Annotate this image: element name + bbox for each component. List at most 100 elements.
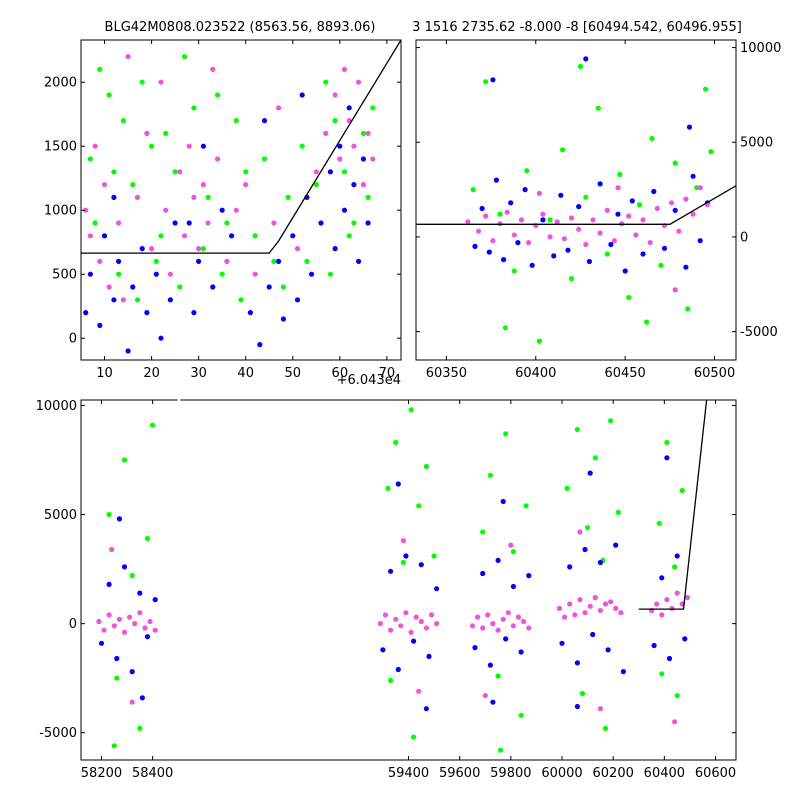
top-left-chart-series-pink-point-12	[167, 271, 173, 277]
top-right-chart-series-green-point-7	[560, 147, 566, 153]
bottom-chart-series-pink-point-27	[416, 688, 422, 694]
top-right-chart-series-pink-point-8	[526, 240, 532, 246]
bottom-chart-series-blue-point-40	[574, 703, 581, 710]
top-right-chart-series-green-point-8	[568, 276, 575, 282]
top-left-chart-ytick-label-4: 2000	[44, 76, 77, 91]
top-left-chart-series-blue-point-7	[130, 284, 136, 290]
top-right-chart-series-green-point-12	[617, 171, 623, 177]
bottom-chart-series-pink-point-62	[674, 590, 680, 596]
top-left-chart-series-blue-point-15	[196, 258, 202, 264]
bottom-chart-series-blue-point-24	[503, 636, 509, 642]
top-left-chart-series-green-point-34	[177, 284, 183, 290]
top-right-chart-series-blue-point-30	[686, 124, 693, 130]
bottom-chart-series-pink-point-5	[121, 629, 128, 636]
top-left-chart-series-pink-point-10	[149, 246, 155, 252]
top-left-chart-series-pink-point-1	[87, 233, 93, 239]
bottom-chart-series-green-point-18	[487, 472, 493, 478]
bottom-chart-series-blue-point-9	[139, 695, 145, 701]
bottom-chart-series-blue-point-45	[682, 636, 688, 642]
bottom-chart-series-blue-point-18	[395, 481, 401, 487]
bottom-chart-series-blue-point-39	[587, 470, 593, 476]
top-right-chart-series-pink-point-24	[640, 217, 646, 223]
top-right-chart-series-green-point-20	[703, 86, 709, 92]
top-right-chart-series-green-point-14	[636, 202, 643, 208]
bottom-chart-series-blue-point-42	[659, 575, 665, 581]
top-right-chart-series-pink-point-29	[676, 228, 682, 234]
top-right-chart-ytick-label-2: 5000	[740, 136, 773, 151]
top-right-chart-series-pink-point-19	[604, 207, 610, 213]
top-right-chart-ytick-label-1: 0	[740, 230, 748, 245]
bottom-chart-series-pink-point-47	[582, 610, 588, 616]
top-left-chart-series-green-point-5	[120, 118, 126, 124]
top-left-chart-series-blue-point-23	[280, 316, 286, 322]
top-right-chart-series-pink-point-0	[465, 219, 471, 225]
bottom-chart-series-pink-point-42	[556, 605, 563, 612]
top-right-chart-series-pink-point-12	[554, 219, 560, 225]
bottom-chart-series-pink-point-54	[618, 610, 624, 616]
top-left-chart-series-pink-point-36	[365, 130, 371, 136]
top-left-chart-series-blue-point-27	[309, 271, 315, 277]
top-left-chart-series-pink-point-24	[252, 271, 258, 277]
top-right-chart-series-pink-point-25	[647, 240, 653, 246]
bottom-chart-series-blue-point-14	[411, 638, 417, 644]
bottom-chart-series-green-point-1	[114, 675, 120, 681]
top-right-chart-series-pink-point-26	[654, 205, 660, 212]
top-left-chart-plot-area	[81, 40, 401, 354]
bottom-chart-series-green-point-10	[400, 559, 406, 566]
top-left-chart-series-blue-point-36	[360, 156, 366, 162]
top-left-chart-ytick-label-2: 1000	[44, 204, 77, 219]
top-right-chart-series-green-point-0	[470, 187, 476, 193]
bottom-chart-series-blue-point-11	[388, 568, 394, 574]
top-left-chart-series-blue-point-35	[356, 258, 362, 264]
bottom-chart-series-blue-point-46	[664, 455, 670, 461]
top-left-chart-series-pink-point-17	[196, 246, 202, 252]
bottom-chart-series-green-point-11	[408, 407, 414, 413]
bottom-chart-xtick-label-4: 59800	[490, 766, 531, 781]
bottom-chart-series-blue-point-29	[490, 699, 496, 705]
top-left-chart-series-pink-point-8	[134, 194, 141, 200]
top-left-chart-series-green-point-15	[214, 92, 221, 98]
top-right-chart-frame	[415, 39, 737, 361]
top-left-chart-series-pink-point-41	[276, 105, 282, 111]
bottom-chart-series-green-point-31	[615, 509, 621, 515]
bottom-chart-series-pink-point-13	[129, 699, 135, 705]
bottom-chart-series-pink-point-56	[597, 706, 604, 712]
bottom-chart-series-green-point-24	[498, 747, 504, 753]
top-right-chart-series-pink-point-5	[504, 209, 510, 215]
bottom-chart-series-green-point-30	[608, 418, 614, 424]
bottom-chart-series-green-point-13	[423, 463, 429, 470]
top-left-chart-series-green-point-3	[106, 92, 112, 98]
bottom-chart-ytick-label-3: 10000	[36, 399, 77, 414]
top-right-chart-series-blue-point-1	[479, 205, 485, 212]
bottom-chart-series-green-point-3	[129, 573, 135, 579]
bottom-chart-series-pink-point-16	[388, 627, 394, 633]
top-left-chart-series-blue-point-17	[219, 207, 225, 213]
top-left-chart-frame	[80, 39, 402, 361]
top-left-chart-series-blue-point-0	[83, 310, 89, 316]
bottom-chart-series-pink-point-46	[577, 597, 583, 603]
bottom-chart-series-blue-point-8	[116, 516, 122, 522]
bottom-chart-series-green-point-19	[495, 673, 501, 679]
top-right-chart-series-blue-point-16	[608, 241, 614, 248]
bottom-chart-series-pink-point-4	[116, 616, 122, 622]
top-left-chart-series-pink-point-2	[92, 143, 98, 149]
top-left-chart-series-green-point-33	[153, 258, 159, 264]
bottom-chart-series-blue-point-21	[480, 570, 486, 577]
top-left-chart-title: BLG42M0808.023522 (8563.56, 8893.06)	[105, 20, 376, 35]
bottom-chart-ytick-label-2: 5000	[44, 508, 77, 523]
top-right-chart-series-pink-point-16	[583, 241, 589, 248]
top-left-chart-series-pink-point-29	[332, 92, 338, 98]
top-right-chart-series-green-point-21	[502, 325, 508, 331]
bottom-chart-ytick-label-1: 0	[69, 617, 77, 632]
bottom-chart-series-blue-point-43	[666, 655, 673, 662]
top-right-chart-series-green-point-23	[644, 319, 650, 325]
bottom-chart-axes: 58200 58400 59400 59600 59800 60000 60200 60400…	[36, 398, 737, 781]
top-left-chart-series-pink-point-11	[163, 207, 169, 213]
top-right-chart-series-pink-point-18	[597, 230, 603, 236]
top-left-chart-series-blue-point-5	[116, 258, 122, 264]
top-right-chart-series-green-point-16	[658, 262, 664, 268]
top-right-chart-series-blue-point-12	[565, 247, 571, 253]
top-left-chart-x-offset-label: +6.043e4	[337, 373, 401, 388]
top-left-chart-series-green-point-38	[280, 284, 286, 290]
